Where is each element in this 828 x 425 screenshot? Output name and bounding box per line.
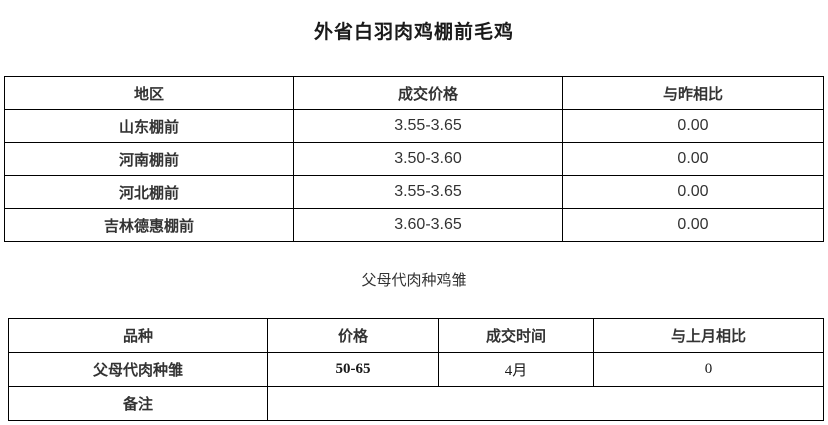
region-cell: 河北棚前: [4, 175, 294, 209]
region-cell: 河南棚前: [4, 142, 294, 176]
table-header-row: 地区 成交价格 与昨相比: [4, 76, 824, 110]
column-header-variety: 品种: [8, 318, 268, 353]
change-cell: 0.00: [562, 109, 824, 143]
column-header-region: 地区: [4, 76, 294, 110]
price-cell: 3.60-3.65: [293, 208, 563, 242]
variety-cell: 父母代肉种雏: [8, 352, 268, 387]
region-cell: 吉林德惠棚前: [4, 208, 294, 242]
remark-value-cell: [267, 386, 824, 421]
price-cell: 3.55-3.65: [293, 109, 563, 143]
deal-time-cell: 4月: [438, 352, 594, 387]
price-cell: 50-65: [267, 352, 439, 387]
column-header-price: 成交价格: [293, 76, 563, 110]
remark-label-cell: 备注: [8, 386, 268, 421]
broiler-price-table: 地区 成交价格 与昨相比 山东棚前 3.55-3.65 0.00 河南棚前 3.…: [4, 76, 824, 242]
table-header-row: 品种 价格 成交时间 与上月相比: [8, 318, 824, 353]
change-cell: 0.00: [562, 208, 824, 242]
column-header-vs-yesterday: 与昨相比: [562, 76, 824, 110]
section-title: 父母代肉种鸡雏: [361, 272, 467, 289]
column-header-price: 价格: [267, 318, 439, 353]
table-row: 吉林德惠棚前 3.60-3.65 0.00: [4, 208, 824, 242]
breeder-chick-table: 品种 价格 成交时间 与上月相比 父母代肉种雏 50-65 4月 0 备注: [8, 318, 824, 421]
table-row: 父母代肉种雏 50-65 4月 0: [8, 352, 824, 387]
column-header-deal-time: 成交时间: [438, 318, 594, 353]
table-row: 河北棚前 3.55-3.65 0.00: [4, 175, 824, 209]
vs-last-month-cell: 0: [593, 352, 824, 387]
column-header-vs-last-month: 与上月相比: [593, 318, 824, 353]
page-title: 外省白羽肉鸡棚前毛鸡: [313, 22, 514, 43]
table-row: 山东棚前 3.55-3.65 0.00: [4, 109, 824, 143]
price-cell: 3.50-3.60: [293, 142, 563, 176]
region-cell: 山东棚前: [4, 109, 294, 143]
price-cell: 3.55-3.65: [293, 175, 563, 209]
change-cell: 0.00: [562, 175, 824, 209]
table-row: 河南棚前 3.50-3.60 0.00: [4, 142, 824, 176]
change-cell: 0.00: [562, 142, 824, 176]
remark-row: 备注: [8, 386, 824, 421]
